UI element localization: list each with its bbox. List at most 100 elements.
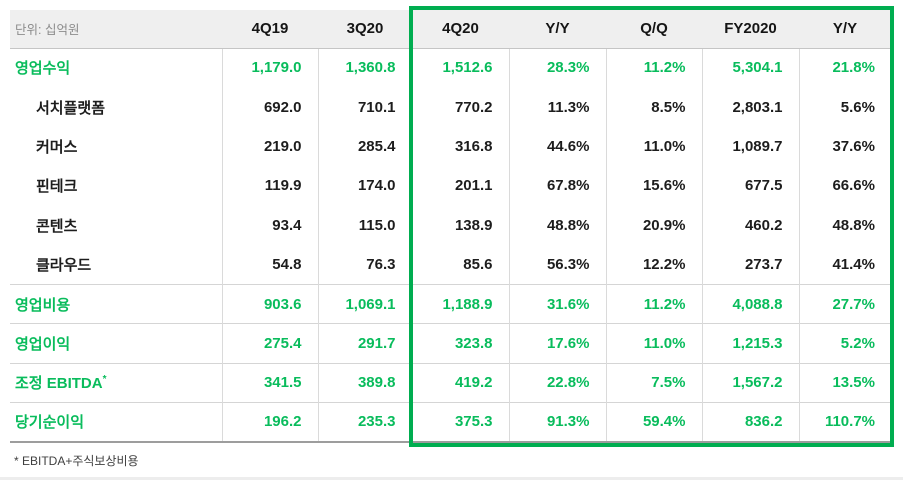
table-cell: 17.6% xyxy=(509,323,607,364)
table-cell: 460.2 xyxy=(702,205,800,245)
table-cell: 27.7% xyxy=(799,283,891,324)
table-cell: 1,089.7 xyxy=(702,126,800,167)
table-cell: 174.0 xyxy=(318,166,413,206)
footnote: * EBITDA+주식보상비용 xyxy=(14,454,139,468)
row-label: 커머스 xyxy=(10,126,223,167)
table-cell: 11.0% xyxy=(606,323,703,364)
table-cell: 677.5 xyxy=(702,166,800,206)
table-cell: 341.5 xyxy=(222,362,319,403)
table-cell: 11.2% xyxy=(606,48,703,88)
table-cell: 21.8% xyxy=(832,59,875,77)
table-cell: 59.4% xyxy=(606,402,703,443)
footnote-marker: * xyxy=(102,374,107,386)
row-label-text: 콘텐츠 xyxy=(36,217,78,235)
row-label-text: 조정 EBITDA xyxy=(15,375,103,393)
table-cell: 196.2 xyxy=(222,402,319,443)
table-row: 서치플랫폼 692.0 710.1 770.2 11.3% 8.5% 2,803.1 5.6% xyxy=(10,87,891,127)
table-cell: 138.9 xyxy=(412,205,510,245)
table-cell: 28.3% xyxy=(509,48,607,88)
unit-label: 단위: 십억원 xyxy=(10,10,222,49)
table-cell: 1,512.6 xyxy=(412,48,510,88)
table-cell: 1,567.2 xyxy=(702,362,800,403)
table-cell: 1,179.0 xyxy=(222,48,319,88)
table-cell: 15.6% xyxy=(606,166,703,206)
table-cell: 291.7 xyxy=(318,323,413,364)
table-cell: 5,304.1 xyxy=(702,48,800,88)
row-label: 조정 EBITDA* xyxy=(10,362,223,403)
table-row: 영업이익 275.4 291.7 323.8 17.6% 11.0% 1,215.3 5.2% xyxy=(10,323,891,364)
table-cell: 91.3% xyxy=(509,402,607,443)
table-cell: 1,069.1 xyxy=(318,283,413,324)
table-cell: 31.6% xyxy=(509,283,607,324)
table-row: 클라우드 54.8 76.3 85.6 56.3% 12.2% 273.7 41.4% xyxy=(10,244,891,285)
table-cell: 1,188.9 xyxy=(412,283,510,324)
table-cell: 316.8 xyxy=(412,126,510,167)
column-header-4q20: 4Q20 xyxy=(412,10,509,49)
table-cell: 285.4 xyxy=(318,126,413,167)
row-label-text: 영업비용 xyxy=(15,296,71,314)
table-cell: 273.7 xyxy=(702,244,800,285)
table-cell: 692.0 xyxy=(222,87,319,127)
table-cell: 7.5% xyxy=(606,362,703,403)
table-cell: 66.6% xyxy=(832,177,875,195)
row-label-text: 영업이익 xyxy=(15,335,71,353)
header-row: 단위: 십억원 4Q19 3Q20 4Q20 Y/Y Q/Q FY2020 Y/Y xyxy=(10,10,891,49)
table-row: 핀테크 119.9 174.0 201.1 67.8% 15.6% 677.5 66.6% xyxy=(10,166,891,206)
table-cell: 419.2 xyxy=(412,362,510,403)
table-cell: 54.8 xyxy=(222,244,319,285)
column-header-y-y: Y/Y xyxy=(799,10,891,49)
row-label-text: 서치플랫폼 xyxy=(36,99,106,117)
table-cell: 76.3 xyxy=(318,244,413,285)
table-cell: 2,803.1 xyxy=(702,87,800,127)
table-cell: 389.8 xyxy=(318,362,413,403)
row-label: 영업이익 xyxy=(10,323,223,364)
row-label: 클라우드 xyxy=(10,244,223,285)
column-header-fy2020: FY2020 xyxy=(702,10,799,49)
table-cell: 56.3% xyxy=(509,244,607,285)
table-cell: 836.2 xyxy=(702,402,800,443)
table-cell: 8.5% xyxy=(606,87,703,127)
table-cell: 710.1 xyxy=(318,87,413,127)
table-cell: 11.3% xyxy=(509,87,607,127)
table-cell: 119.9 xyxy=(222,166,319,206)
table-cell: 22.8% xyxy=(509,362,607,403)
row-label: 당기순이익 xyxy=(10,402,223,443)
row-label-text: 클라우드 xyxy=(36,256,92,274)
table-cell: 44.6% xyxy=(509,126,607,167)
table-cell: 1,215.3 xyxy=(702,323,800,364)
table-cell: 48.8% xyxy=(509,205,607,245)
table-cell: 4,088.8 xyxy=(702,283,800,324)
table-cell: 37.6% xyxy=(832,137,875,155)
row-label: 서치플랫폼 xyxy=(10,87,223,127)
financial-table: 단위: 십억원 4Q19 3Q20 4Q20 Y/Y Q/Q FY2020 Y/Y 영업수익… xyxy=(10,10,891,443)
table-cell: 5.2% xyxy=(799,323,891,364)
table-row: 커머스 219.0 285.4 316.8 44.6% 11.0% 1,089.7 37.6% xyxy=(10,126,891,167)
table-cell: 375.3 xyxy=(412,402,510,443)
table-cell: 275.4 xyxy=(222,323,319,364)
table-cell: 201.1 xyxy=(412,166,510,206)
row-label: 콘텐츠 xyxy=(10,205,223,245)
table-row: 콘텐츠 93.4 115.0 138.9 48.8% 20.9% 460.2 48.8% xyxy=(10,205,891,245)
table-cell: 85.6 xyxy=(412,244,510,285)
table-cell: 48.8% xyxy=(832,216,875,234)
row-label: 영업수익 xyxy=(10,48,223,88)
table-body: 영업수익 1,179.0 1,360.8 1,512.6 28.3% 11.2% 5,304… xyxy=(10,48,891,443)
row-label: 핀테크 xyxy=(10,166,223,206)
row-label-text: 핀테크 xyxy=(36,178,78,196)
row-label-text: 당기순이익 xyxy=(15,414,85,432)
table-cell: 67.8% xyxy=(509,166,607,206)
table-cell: 11.2% xyxy=(606,283,703,324)
table-row: 조정 EBITDA* 341.5 389.8 419.2 22.8% 7.5% 1,567.… xyxy=(10,362,891,403)
table-cell: 20.9% xyxy=(606,205,703,245)
column-header-y-y: Y/Y xyxy=(509,10,606,49)
row-label-text: 영업수익 xyxy=(15,60,71,78)
table-row: 영업비용 903.6 1,069.1 1,188.9 31.6% 11.2% 4,088.8… xyxy=(10,283,891,324)
row-label: 영업비용 xyxy=(10,283,223,324)
table-cell: 11.0% xyxy=(606,126,703,167)
column-header-q-q: Q/Q xyxy=(606,10,702,49)
table-cell: 110.7% xyxy=(799,402,891,443)
table-cell: 41.4% xyxy=(832,255,875,273)
table-cell: 235.3 xyxy=(318,402,413,443)
table-cell: 115.0 xyxy=(318,205,413,245)
